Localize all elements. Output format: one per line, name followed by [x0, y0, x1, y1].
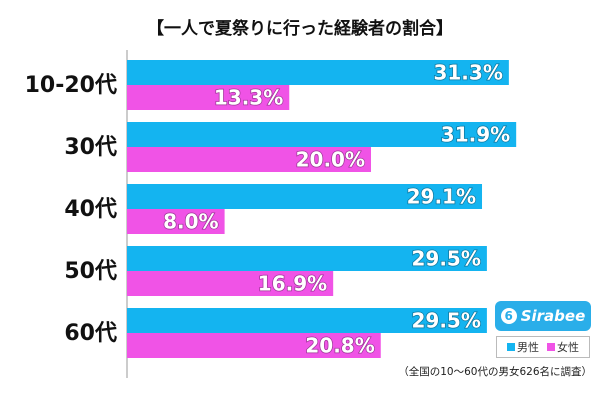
data-label: 31.9%	[441, 123, 510, 147]
bar-female	[127, 85, 290, 110]
bar-female	[127, 147, 371, 172]
data-label: 16.9%	[258, 272, 327, 296]
chart-title: 【一人で夏祭りに行った経験者の割合】	[147, 19, 453, 39]
data-label: 13.3%	[214, 86, 283, 110]
data-label: 29.5%	[412, 309, 481, 333]
category-label: 40代	[64, 197, 117, 222]
bar-male	[127, 60, 509, 85]
legend-item-female: 女性	[547, 339, 579, 355]
data-label: 8.0%	[163, 210, 218, 234]
data-label: 29.1%	[407, 185, 476, 209]
data-label: 20.0%	[296, 148, 365, 172]
category-label: 10-20代	[25, 73, 117, 98]
bar-male	[127, 308, 487, 333]
data-label: 29.5%	[412, 247, 481, 271]
bar-female	[127, 333, 381, 358]
data-label: 20.8%	[305, 334, 374, 358]
legend-swatch-male	[507, 343, 515, 351]
bar-female	[127, 209, 225, 234]
legend: 男性 女性	[496, 336, 590, 358]
data-label: 31.3%	[433, 61, 502, 85]
category-label: 30代	[64, 135, 117, 160]
footnote: （全国の10～60代の男女626名に調査）	[398, 366, 592, 378]
bar-male	[127, 246, 487, 271]
legend-label-male: 男性	[517, 341, 539, 354]
legend-label-female: 女性	[557, 341, 579, 354]
bar-female	[127, 271, 334, 296]
logo-text: Sirabee	[520, 307, 586, 325]
bar-male	[127, 184, 483, 209]
legend-item-male: 男性	[507, 339, 539, 355]
bar-male	[127, 122, 517, 147]
category-label: 50代	[64, 259, 117, 284]
logo-mark-icon: 6	[500, 308, 517, 324]
sirabee-logo: 6 Sirabee	[495, 301, 591, 331]
category-label: 60代	[64, 321, 117, 346]
legend-swatch-female	[547, 343, 555, 351]
